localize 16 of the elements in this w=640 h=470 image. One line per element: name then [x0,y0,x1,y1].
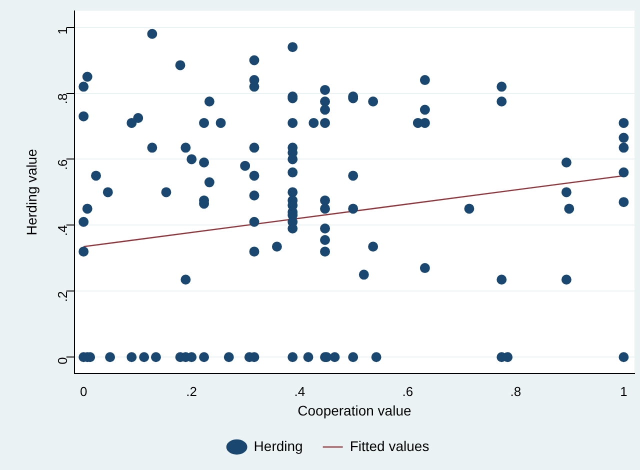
x-tick-label: .4 [294,384,306,399]
x-tick-label: .8 [510,384,522,399]
y-tick-label: 0 [54,357,70,364]
x-axis-title: Cooperation value [298,402,412,418]
x-tick-label: .2 [186,384,198,399]
x-tick-label: 1 [620,384,628,399]
x-tick-label: 0 [80,384,88,399]
legend-label: Herding [254,438,303,454]
y-axis-title: Herding value [23,148,40,236]
y-tick-label: .4 [54,225,70,236]
y-tick-label: .2 [54,291,70,302]
x-tick-label: .6 [402,384,414,399]
y-tick-label: .6 [54,159,70,170]
y-tick-label: 1 [54,27,70,35]
y-tick-label: .8 [54,93,70,104]
legend-label: Fitted values [350,438,430,454]
